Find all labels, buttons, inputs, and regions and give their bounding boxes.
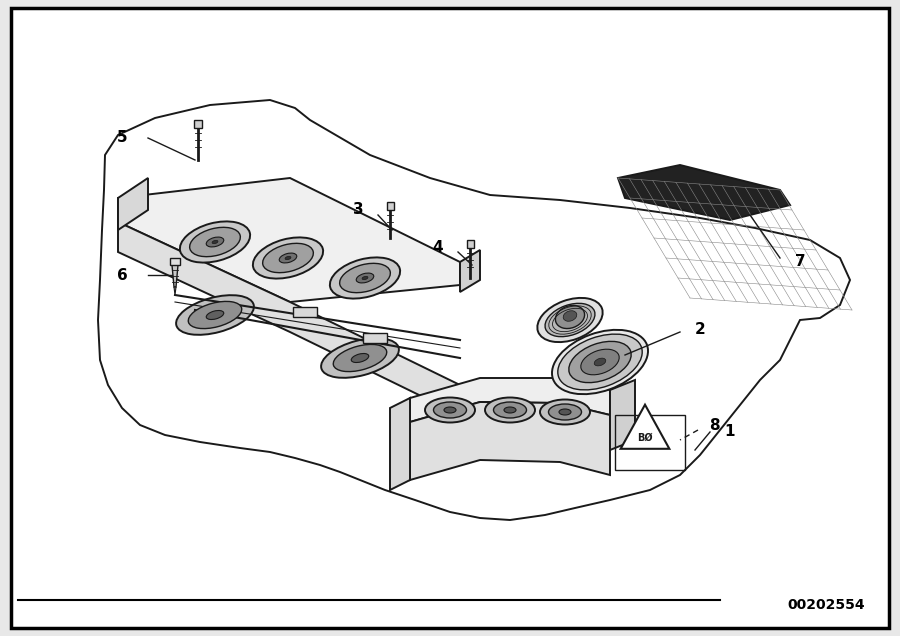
Polygon shape <box>98 100 850 520</box>
FancyBboxPatch shape <box>387 202 394 210</box>
Ellipse shape <box>339 263 391 293</box>
Text: BØ: BØ <box>637 433 652 443</box>
Ellipse shape <box>563 311 577 321</box>
Ellipse shape <box>594 358 606 366</box>
Ellipse shape <box>504 407 516 413</box>
Text: 6: 6 <box>117 268 128 282</box>
Ellipse shape <box>555 305 585 329</box>
Ellipse shape <box>253 237 323 279</box>
Ellipse shape <box>206 237 224 247</box>
Polygon shape <box>390 398 410 490</box>
Polygon shape <box>618 165 790 220</box>
Text: 4: 4 <box>433 240 444 256</box>
Ellipse shape <box>263 244 313 273</box>
Polygon shape <box>118 222 460 415</box>
Ellipse shape <box>425 398 475 422</box>
Ellipse shape <box>362 277 368 280</box>
Ellipse shape <box>493 402 526 418</box>
Ellipse shape <box>321 338 399 378</box>
Polygon shape <box>118 178 148 230</box>
Polygon shape <box>363 333 387 343</box>
Polygon shape <box>293 307 317 317</box>
Ellipse shape <box>537 298 603 342</box>
Ellipse shape <box>545 303 595 336</box>
Text: 3: 3 <box>353 202 364 218</box>
Ellipse shape <box>330 258 400 298</box>
Polygon shape <box>621 404 670 449</box>
Polygon shape <box>610 380 635 450</box>
Polygon shape <box>410 402 610 480</box>
Ellipse shape <box>180 221 250 263</box>
Ellipse shape <box>212 240 218 244</box>
Ellipse shape <box>356 273 374 283</box>
Ellipse shape <box>434 402 466 418</box>
Ellipse shape <box>559 409 571 415</box>
Text: 5: 5 <box>117 130 127 146</box>
Ellipse shape <box>279 253 297 263</box>
Ellipse shape <box>285 256 291 259</box>
Ellipse shape <box>333 345 387 371</box>
Polygon shape <box>172 265 178 287</box>
Ellipse shape <box>580 349 619 375</box>
Ellipse shape <box>552 330 648 394</box>
Ellipse shape <box>444 407 456 413</box>
Text: 7: 7 <box>795 254 806 270</box>
Ellipse shape <box>540 399 590 424</box>
Polygon shape <box>460 250 480 292</box>
Ellipse shape <box>351 354 369 363</box>
Ellipse shape <box>558 334 643 390</box>
Ellipse shape <box>188 301 242 329</box>
Text: 2: 2 <box>695 322 706 338</box>
Polygon shape <box>174 287 176 295</box>
FancyBboxPatch shape <box>170 258 180 265</box>
Text: 1: 1 <box>724 424 735 439</box>
Ellipse shape <box>485 398 535 422</box>
Ellipse shape <box>206 310 224 319</box>
Polygon shape <box>118 178 460 302</box>
Ellipse shape <box>548 404 581 420</box>
FancyBboxPatch shape <box>467 240 474 248</box>
Text: 8: 8 <box>708 418 719 434</box>
Ellipse shape <box>569 342 631 383</box>
Ellipse shape <box>190 227 240 257</box>
Polygon shape <box>410 378 610 422</box>
Ellipse shape <box>176 295 254 335</box>
Text: 00202554: 00202554 <box>788 598 865 612</box>
FancyBboxPatch shape <box>194 120 202 128</box>
